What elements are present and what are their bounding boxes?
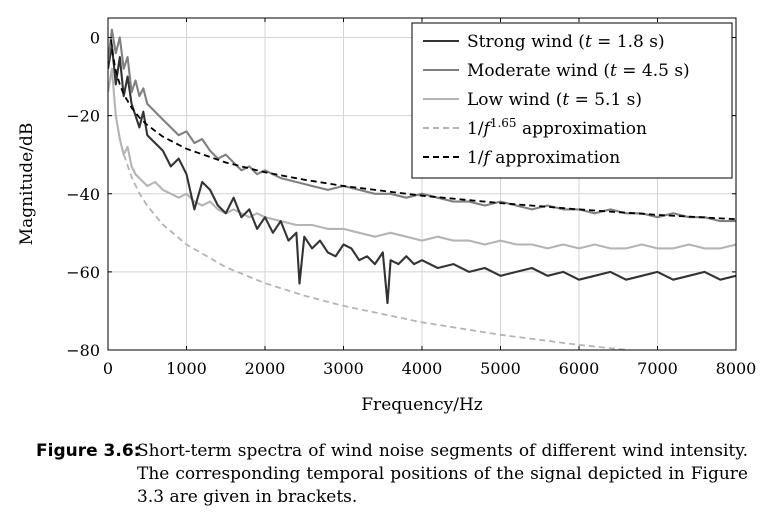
legend-box	[411, 22, 733, 179]
legend-label-4: 1/f approximation	[467, 148, 620, 168]
series-line-2	[108, 67, 736, 250]
legend: Strong wind (t = 1.8 s) Moderate wind (t …	[411, 22, 733, 179]
series-layer	[108, 28, 736, 350]
x-tick-label: 6000	[559, 359, 600, 378]
y-tick-label: 0	[90, 29, 100, 48]
x-tick-label: 1000	[166, 359, 207, 378]
x-tick-label: 3000	[323, 359, 364, 378]
x-tick-label: 2000	[245, 359, 286, 378]
x-tick-label: 0	[103, 359, 113, 378]
spectrum-chart: 0 1000 2000 3000 4000 5000 6000 7000 8000 −80 −60…	[17, 17, 756, 415]
legend-label-2: Low wind (t = 5.1 s)	[467, 90, 642, 110]
x-axis-label: Frequency/Hz	[361, 395, 483, 415]
x-tick-label: 8000	[716, 359, 757, 378]
y-tick-label: −60	[66, 263, 100, 282]
x-tick-label: 5000	[480, 359, 521, 378]
x-axis-ticks: 0 1000 2000 3000 4000 5000 6000 7000 8000	[103, 18, 756, 378]
legend-label-1: Moderate wind (t = 4.5 s)	[467, 61, 690, 81]
series-line-4	[110, 39, 736, 221]
y-tick-label: −80	[66, 341, 100, 360]
x-tick-label: 4000	[402, 359, 443, 378]
series-line-0	[108, 44, 736, 305]
y-tick-label: −40	[66, 185, 100, 204]
legend-label-0: Strong wind (t = 1.8 s)	[467, 32, 665, 52]
series-line-3	[114, 115, 637, 350]
legend-label-3: 1/f1.65 approximation	[467, 116, 647, 139]
y-axis-ticks: −80 −60 −40 −20 0	[66, 29, 736, 360]
caption-label: Figure 3.6:	[36, 441, 141, 461]
y-tick-label: −20	[66, 107, 100, 126]
y-axis-label: Magnitude/dB	[17, 123, 37, 246]
caption-text: Short-term spectra of wind noise segment…	[137, 441, 748, 507]
series-line-1	[108, 28, 736, 223]
x-tick-label: 7000	[637, 359, 678, 378]
